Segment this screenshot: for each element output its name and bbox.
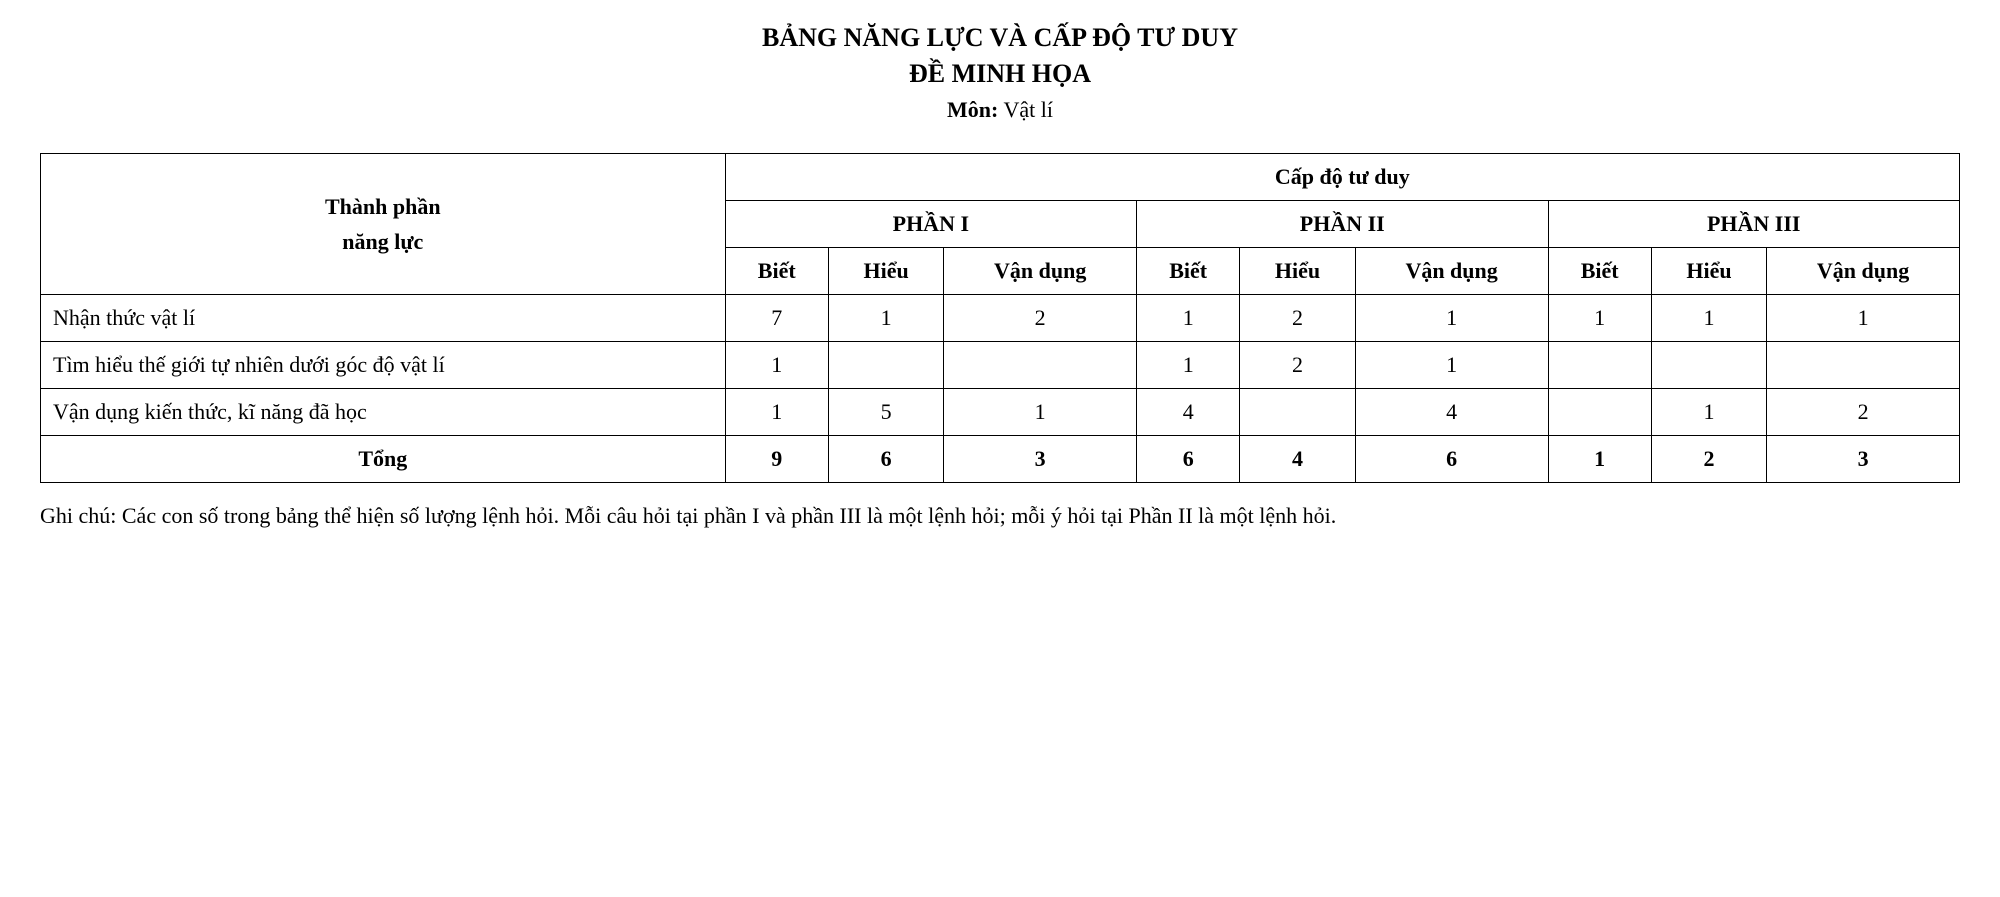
total-cell: 6 [1355,435,1548,482]
sub-header: Biết [1548,247,1651,294]
subject-label: Môn: [947,97,998,122]
part-header-2: PHẦN II [1137,200,1548,247]
title-line-2: ĐỀ MINH HỌA [40,56,1960,92]
cell: 5 [828,388,943,435]
cell: 1 [944,388,1137,435]
cell [1548,388,1651,435]
cell [828,341,943,388]
top-header: Cấp độ tư duy [725,153,1959,200]
cell: 4 [1137,388,1240,435]
competency-table: Thành phần năng lực Cấp độ tư duy PHẦN I… [40,153,1960,483]
cell: 1 [1767,294,1960,341]
total-cell: 6 [1137,435,1240,482]
cell: 2 [1240,341,1355,388]
table-row: Tìm hiểu thế giới tự nhiên dưới góc độ v… [41,341,1960,388]
cell: 1 [1355,341,1548,388]
cell: 1 [1651,294,1766,341]
row-label: Nhận thức vật lí [41,294,726,341]
cell [1651,341,1766,388]
cell: 4 [1355,388,1548,435]
cell: 1 [1355,294,1548,341]
cell [1240,388,1355,435]
title-line-1: BẢNG NĂNG LỰC VÀ CẤP ĐỘ TƯ DUY [40,20,1960,56]
sub-header: Vận dụng [1767,247,1960,294]
part-header-3: PHẦN III [1548,200,1960,247]
cell: 2 [1240,294,1355,341]
sub-header: Hiểu [828,247,943,294]
total-cell: 3 [1767,435,1960,482]
cell: 1 [725,341,828,388]
total-cell: 3 [944,435,1137,482]
subject-line: Môn: Vật lí [40,97,1960,123]
row-label: Vận dụng kiến thức, kĩ năng đã học [41,388,726,435]
cell: 2 [1767,388,1960,435]
cell: 7 [725,294,828,341]
cell [944,341,1137,388]
row-label: Tìm hiểu thế giới tự nhiên dưới góc độ v… [41,341,726,388]
sub-header: Hiểu [1240,247,1355,294]
total-cell: 6 [828,435,943,482]
table-row: Vận dụng kiến thức, kĩ năng đã học 1 5 1… [41,388,1960,435]
sub-header: Hiểu [1651,247,1766,294]
total-cell: 2 [1651,435,1766,482]
cell [1767,341,1960,388]
document-header: BẢNG NĂNG LỰC VÀ CẤP ĐỘ TƯ DUY ĐỀ MINH H… [40,20,1960,123]
cell: 1 [1548,294,1651,341]
cell: 1 [1651,388,1766,435]
sub-header: Biết [1137,247,1240,294]
total-cell: 1 [1548,435,1651,482]
subject-value: Vật lí [1003,97,1053,122]
cell [1548,341,1651,388]
cell: 1 [828,294,943,341]
cell: 1 [725,388,828,435]
total-label: Tổng [41,435,726,482]
cell: 1 [1137,341,1240,388]
sub-header: Vận dụng [1355,247,1548,294]
total-row: Tổng 9 6 3 6 4 6 1 2 3 [41,435,1960,482]
table-row: Nhận thức vật lí 7 1 2 1 2 1 1 1 1 [41,294,1960,341]
total-cell: 9 [725,435,828,482]
footnote: Ghi chú: Các con số trong bảng thể hiện … [40,503,1960,529]
cell: 2 [944,294,1137,341]
part-header-1: PHẦN I [725,200,1136,247]
cell: 1 [1137,294,1240,341]
sub-header: Vận dụng [944,247,1137,294]
row-header-label: Thành phần năng lực [41,153,726,294]
sub-header: Biết [725,247,828,294]
total-cell: 4 [1240,435,1355,482]
